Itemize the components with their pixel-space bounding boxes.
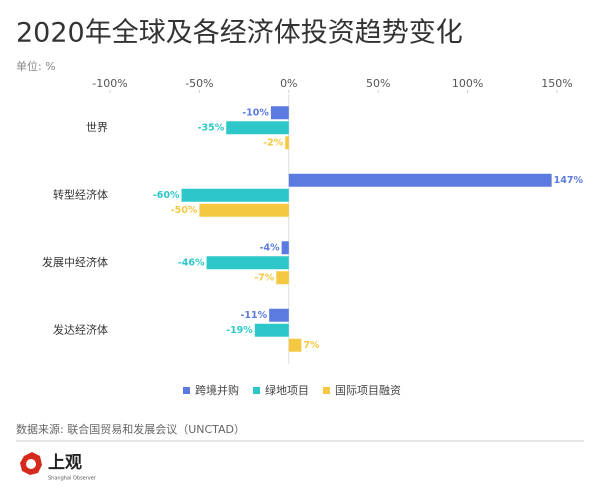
bar bbox=[276, 271, 289, 285]
logo-subtitle: Shanghai Observer bbox=[48, 476, 97, 482]
value-label: -35% bbox=[198, 122, 225, 133]
value-label: -7% bbox=[254, 272, 275, 283]
x-tick-label: 50% bbox=[366, 77, 390, 90]
bar bbox=[288, 338, 302, 352]
value-label: -19% bbox=[226, 325, 253, 336]
x-tick-label: -100% bbox=[92, 77, 127, 90]
legend-label: 跨境并购 bbox=[195, 383, 239, 397]
y-tick-label: 发达经济体 bbox=[53, 322, 108, 336]
logo-icon-hole bbox=[26, 459, 36, 469]
chart-subtitle: 单位: % bbox=[16, 59, 56, 73]
legend-label: 绿地项目 bbox=[265, 383, 309, 397]
value-label: -2% bbox=[263, 137, 284, 148]
bar bbox=[199, 203, 289, 217]
bar bbox=[270, 106, 289, 120]
chart-title: 2020年全球及各经济体投资趋势变化 bbox=[16, 18, 463, 49]
value-label: -50% bbox=[171, 205, 198, 216]
legend-swatch bbox=[253, 387, 260, 394]
legend-swatch bbox=[323, 387, 330, 394]
x-tick-label: -50% bbox=[185, 77, 213, 90]
bar bbox=[181, 188, 289, 202]
legend-swatch bbox=[183, 387, 190, 394]
x-tick-label: 0% bbox=[280, 77, 297, 90]
value-label: -11% bbox=[240, 310, 267, 321]
value-label: 147% bbox=[554, 175, 584, 186]
bar bbox=[281, 241, 289, 255]
bar bbox=[288, 173, 552, 187]
y-tick-label: 发展中经济体 bbox=[42, 255, 108, 269]
value-label: -4% bbox=[260, 242, 281, 253]
legend-label: 国际项目融资 bbox=[335, 384, 401, 397]
bar bbox=[269, 308, 289, 322]
value-label: -60% bbox=[153, 190, 180, 201]
bar bbox=[285, 136, 289, 150]
bar bbox=[206, 256, 289, 270]
bar bbox=[226, 121, 289, 135]
y-tick-label: 世界 bbox=[86, 121, 108, 134]
legend: 跨境并购 绿地项目 国际项目融资 bbox=[183, 383, 401, 397]
bar bbox=[254, 323, 289, 337]
y-tick-label: 转型经济体 bbox=[53, 187, 108, 201]
logo-name: 上观 bbox=[48, 453, 82, 473]
x-tick-label: 100% bbox=[452, 77, 483, 90]
source: 数据来源: 联合国贸易和发展会议（UNCTAD） bbox=[16, 422, 245, 436]
x-tick-label: 150% bbox=[541, 77, 572, 90]
value-label: -46% bbox=[178, 257, 205, 268]
value-label: 7% bbox=[303, 340, 320, 351]
value-label: -10% bbox=[242, 107, 269, 118]
